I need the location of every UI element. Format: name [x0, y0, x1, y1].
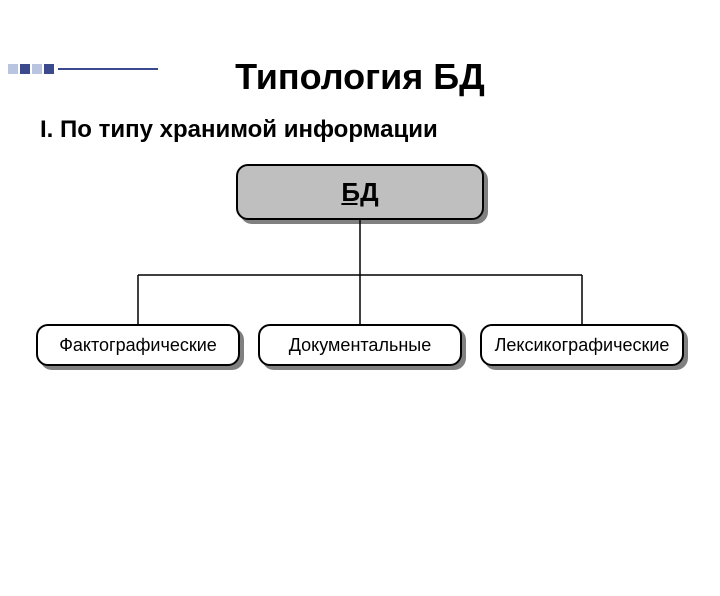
deco-square [20, 64, 30, 74]
tree-diagram: БД Фактографические Документальные Лекси… [0, 164, 720, 484]
page-title: Типология БД [0, 56, 720, 98]
deco-square [32, 64, 42, 74]
connector-path [138, 220, 582, 324]
child-row: Фактографические Документальные Лексиког… [0, 324, 720, 366]
root-node: БД [236, 164, 484, 220]
child-node-factographic: Фактографические [36, 324, 240, 366]
child-node-documental: Документальные [258, 324, 462, 366]
deco-square [44, 64, 54, 74]
deco-squares [8, 64, 54, 74]
slide-decoration [8, 64, 158, 74]
connector-lines [0, 220, 720, 330]
child-node-wrapper: Лексикографические [480, 324, 684, 366]
page-subtitle: I. По типу хранимой информации [40, 116, 720, 144]
deco-line [58, 68, 158, 70]
child-node-wrapper: Документальные [258, 324, 462, 366]
child-node-lexicographic: Лексикографические [480, 324, 684, 366]
child-node-wrapper: Фактографические [36, 324, 240, 366]
deco-square [8, 64, 18, 74]
